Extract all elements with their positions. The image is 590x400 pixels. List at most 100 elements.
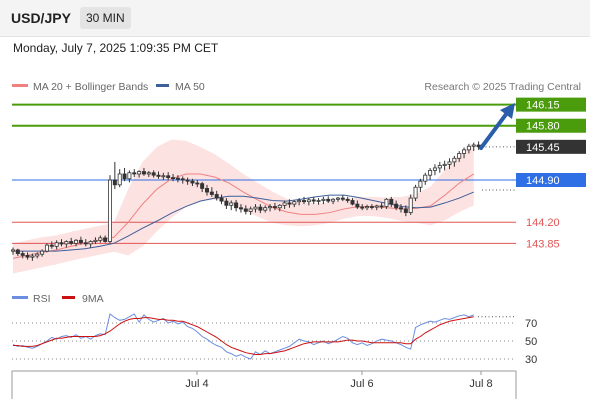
level-tag-146-15	[516, 97, 586, 112]
rsi-tick-70: 70	[525, 318, 537, 330]
candle	[238, 204, 243, 213]
candle	[437, 161, 442, 173]
candle	[180, 176, 185, 184]
rsi-ma-legend-label: 9MA	[82, 293, 104, 305]
candle	[166, 172, 171, 180]
candle	[112, 161, 117, 190]
candle	[54, 240, 59, 250]
candle	[413, 184, 418, 202]
bollinger-band	[13, 139, 474, 274]
candle	[345, 196, 350, 203]
candle	[360, 204, 365, 211]
arrow-head	[500, 103, 515, 119]
candle	[122, 167, 127, 182]
candle	[88, 240, 93, 248]
candle	[321, 196, 326, 205]
candle	[190, 178, 195, 187]
candle	[428, 167, 433, 180]
x-label-jul6: Jul 6	[350, 378, 373, 390]
candle	[258, 204, 263, 214]
candle	[59, 239, 64, 247]
candle	[243, 205, 248, 215]
candle	[462, 147, 467, 159]
candle	[20, 251, 25, 259]
candle	[161, 172, 166, 180]
ma20-legend-label: MA 20 + Bollinger Bands	[33, 81, 148, 93]
candle	[171, 173, 176, 182]
target-arrow	[479, 103, 515, 150]
candle	[457, 151, 462, 162]
candle	[132, 169, 137, 177]
level-label-145-45: 145.45	[526, 142, 560, 154]
bollinger-band-area	[13, 139, 474, 274]
arrow-shaft	[479, 111, 509, 150]
candle	[224, 198, 229, 209]
candle	[151, 170, 156, 178]
candle	[282, 200, 287, 209]
candle	[423, 172, 428, 185]
candle	[447, 158, 452, 170]
candle	[432, 164, 437, 176]
candle	[466, 143, 471, 154]
candle	[204, 184, 209, 196]
timeframe-button[interactable]: 30 MIN	[80, 7, 131, 29]
candle	[185, 177, 190, 185]
rsi-ma-line	[13, 316, 474, 355]
candle	[108, 175, 113, 244]
candle	[263, 205, 268, 213]
candle	[214, 190, 219, 201]
candle	[103, 235, 108, 243]
datetime-label: Monday, July 7, 2025 1:09:35 PM CET	[13, 41, 219, 55]
candle	[355, 200, 360, 209]
candle	[44, 243, 49, 253]
candle	[83, 239, 88, 247]
credit-label: Research © 2025 Trading Central	[424, 81, 581, 93]
candle	[369, 204, 374, 210]
candle	[326, 196, 331, 203]
rsi-tick-50: 50	[525, 336, 537, 348]
candle	[127, 170, 132, 183]
level-label-143-85: 143.85	[526, 238, 560, 250]
level-tag-145-80	[516, 118, 586, 133]
candle	[287, 199, 292, 208]
candle	[146, 170, 151, 177]
rsi-legend-label: RSI	[33, 293, 51, 305]
candle	[408, 194, 413, 215]
candle	[268, 204, 273, 212]
ma50-swatch	[156, 84, 169, 87]
ma20-swatch	[12, 84, 28, 87]
candle	[297, 198, 302, 206]
ma50-legend-label: MA 50	[175, 81, 205, 93]
candle	[384, 198, 389, 209]
candle	[78, 236, 83, 245]
candle	[394, 200, 399, 211]
candle	[292, 200, 297, 208]
candle	[200, 181, 205, 193]
candle	[374, 204, 379, 211]
level-lines	[12, 103, 516, 244]
candle	[335, 196, 340, 202]
candle	[403, 205, 408, 217]
candle	[229, 200, 234, 211]
candle	[35, 252, 40, 259]
x-label-jul8: Jul 8	[469, 378, 492, 390]
rsi-panel: RSI 9MA 70 50 30	[12, 293, 537, 366]
candle	[248, 206, 253, 215]
candle	[209, 187, 214, 197]
candle	[418, 178, 423, 193]
candle	[350, 198, 355, 206]
candle	[30, 253, 35, 261]
candle	[141, 167, 146, 176]
candle	[10, 247, 15, 255]
candle	[195, 180, 200, 188]
candle	[379, 202, 384, 209]
candle	[69, 237, 74, 246]
candle	[74, 239, 79, 247]
candle	[452, 155, 457, 167]
candle	[25, 252, 30, 260]
candle	[234, 199, 239, 212]
candle	[49, 241, 54, 249]
candle	[306, 198, 311, 206]
